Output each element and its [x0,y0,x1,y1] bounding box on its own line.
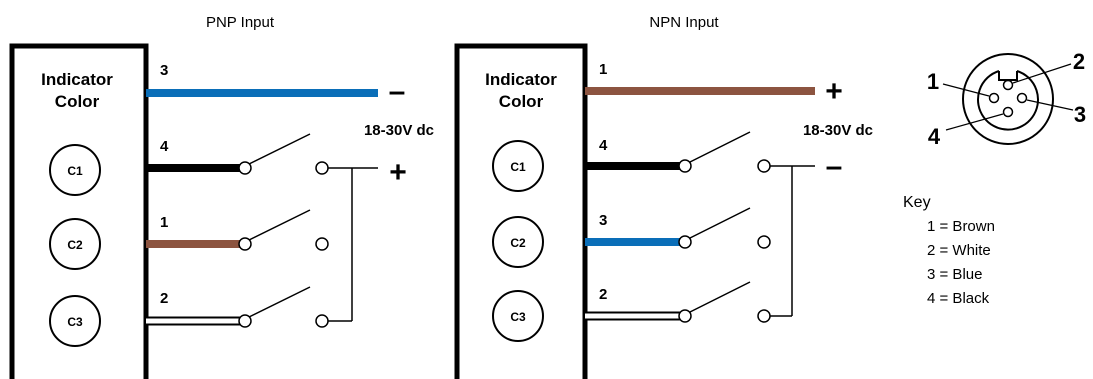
pnp-channel-c3-label: C3 [67,315,83,329]
pnp-switches [238,133,329,328]
npn-channel-c1-label: C1 [510,160,526,174]
npn-wire-number-c2: 3 [599,212,607,229]
connector-pin-2 [1002,79,1014,91]
pnp-positive-sign: + [389,156,407,189]
npn-switch3-contact-right [757,309,771,323]
connector-pin-3 [1016,92,1028,104]
key-item-1: 1 = Brown [927,218,995,235]
pnp-title: PNP Input [206,14,275,31]
pnp-section: PNP Input Indicator Color C1 C2 C3 3 – 1… [9,14,434,379]
npn-box-label-line1: Indicator [485,70,557,89]
key-item-4: 4 = Black [927,290,990,307]
npn-channel-c2-label: C2 [510,236,526,250]
pnp-wire-number-c3: 2 [160,290,168,307]
npn-supply-wire-number: 1 [599,61,607,78]
npn-section: NPN Input Indicator Color C1 C2 C3 1 + 1… [454,14,873,379]
connector-pin-label-3: 3 [1074,102,1086,127]
pnp-wire-number-c2: 1 [160,214,168,231]
pnp-switch2-contact-left [238,237,252,251]
connector-pinout: 1 2 3 4 [927,49,1086,149]
npn-switch1-contact-left [678,159,692,173]
pnp-wire-number-c1: 4 [160,138,169,155]
pnp-switch3-contact-left [238,314,252,328]
npn-switch2-contact-left [678,235,692,249]
pnp-box-label-line2: Color [55,92,100,111]
npn-title: NPN Input [649,14,719,31]
npn-wire-number-c3: 2 [599,286,607,303]
connector-pin-label-4: 4 [928,124,941,149]
pnp-switch3-contact-right [315,314,329,328]
pnp-channel-c1-label: C1 [67,164,83,178]
key-item-2: 2 = White [927,242,991,259]
pnp-switch1-contact-left [238,161,252,175]
color-key: Key 1 = Brown 2 = White 3 = Blue 4 = Bla… [903,194,995,307]
pnp-switch1-contact-right [315,161,329,175]
npn-channel-c2-circle [492,216,544,268]
npn-indicator-box [454,43,588,379]
connector-pin-4 [1002,106,1014,118]
pnp-channel-c1-circle [49,144,101,196]
key-title: Key [903,194,931,211]
npn-common-bus [770,165,815,317]
pnp-negative-sign: – [389,75,406,108]
npn-switch3-contact-left [678,309,692,323]
connector-pin-label-2: 2 [1073,49,1085,74]
pnp-switch2-contact-right [315,237,329,251]
npn-channel-c1-circle [492,140,544,192]
npn-channel-c3-circle [492,290,544,342]
connector-pin-label-1: 1 [927,69,939,94]
npn-box-label-line2: Color [499,92,544,111]
pnp-supply-wire-number: 3 [160,62,168,79]
npn-positive-sign: + [825,75,843,108]
connector-leader-lines [942,63,1074,131]
connector-outer-ring [962,53,1054,145]
pnp-common-bus [328,167,378,322]
npn-negative-sign: – [826,150,843,183]
connector-pin-1 [988,92,1000,104]
npn-switch1-contact-right [757,159,771,173]
npn-channel-c3-label: C3 [510,310,526,324]
pnp-channel-c3-circle [49,295,101,347]
key-item-3: 3 = Blue [927,266,982,283]
connector-inner-ring [977,70,1039,131]
pnp-channel-c2-label: C2 [67,238,83,252]
pnp-voltage-label: 18-30V dc [364,122,434,139]
npn-switch2-contact-right [757,235,771,249]
pnp-box-label-line1: Indicator [41,70,113,89]
pnp-indicator-box [9,43,149,379]
npn-wire-number-c1: 4 [599,137,608,154]
npn-voltage-label: 18-30V dc [803,122,873,139]
pnp-channel-c2-circle [49,218,101,270]
npn-switches [678,131,771,323]
